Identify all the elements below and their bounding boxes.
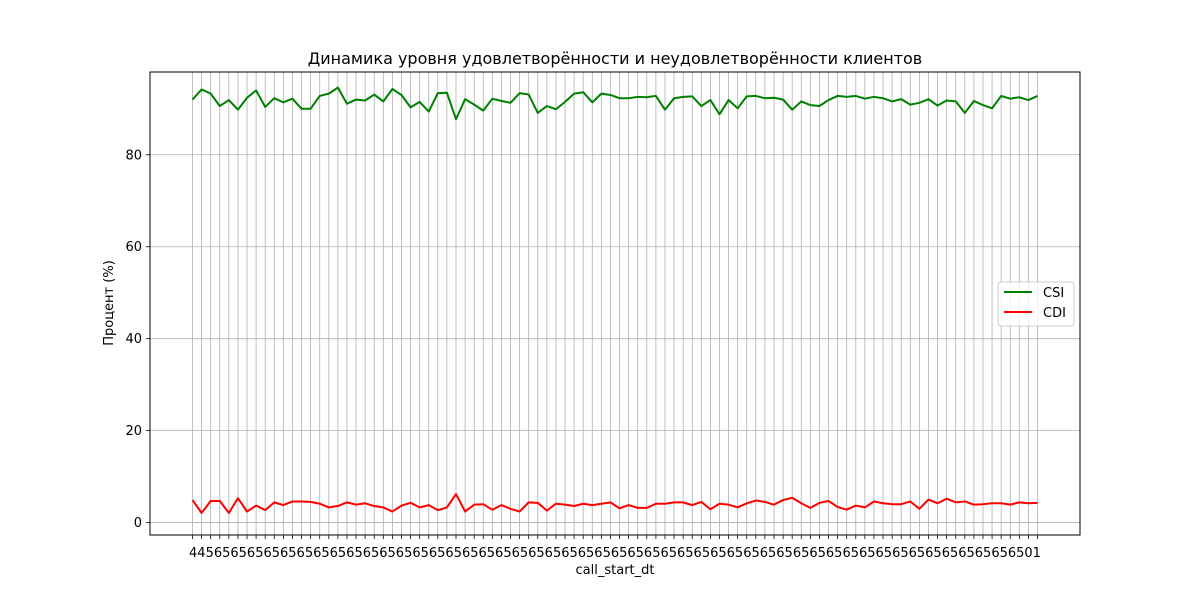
y-tick-label: 20 [125,424,142,439]
legend: CSI CDI [997,281,1075,327]
y-axis-ticks: 0 20 40 60 80 [125,148,150,531]
series-layer [191,86,1038,514]
series-line-csi [191,86,1038,121]
legend-label-csi: CSI [1043,286,1064,301]
y-tick-label: 0 [134,516,142,531]
x-axis-label: call_start_dt [576,563,655,578]
x-gridlines [192,72,1038,535]
y-axis-label: Процент (%) [102,260,117,346]
x-tick-labels: 4456565656565656565656565656565656565656… [189,546,1041,561]
y-tick-label: 60 [125,240,142,255]
y-gridlines [150,154,1080,523]
y-tick-label: 40 [125,332,142,347]
chart-title: Динамика уровня удовлетворённости и неуд… [308,49,922,68]
series-line-cdi [191,493,1038,514]
x-axis-ticks [192,535,1038,539]
legend-label-cdi: CDI [1043,306,1066,321]
y-tick-label: 80 [125,148,142,163]
plot-frame [149,71,1081,536]
